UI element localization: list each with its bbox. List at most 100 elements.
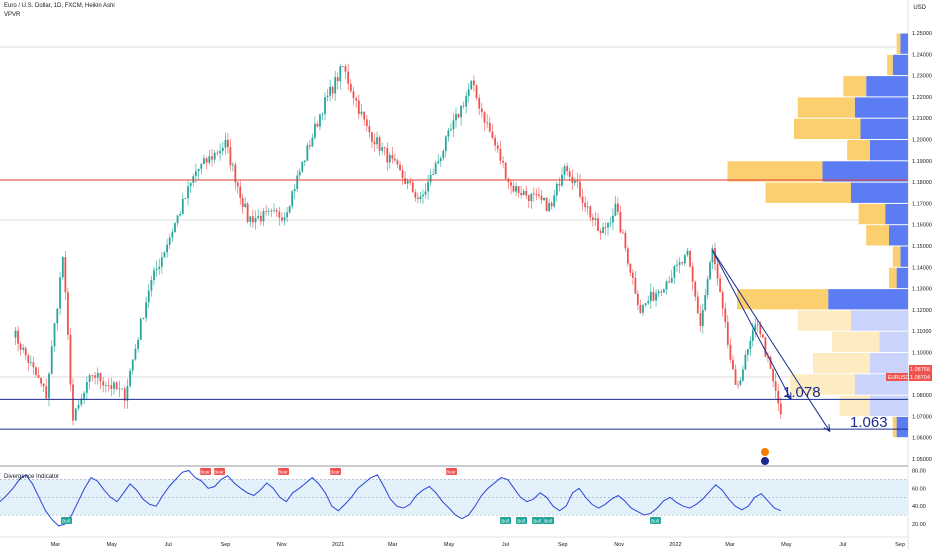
volume-bar-up <box>851 310 908 331</box>
candle-body <box>668 281 671 283</box>
candle <box>365 115 368 132</box>
volume-bar-up <box>822 161 908 182</box>
candle-body <box>329 86 332 96</box>
candle <box>409 177 412 186</box>
candle <box>657 289 660 297</box>
candle <box>774 373 777 399</box>
candle <box>491 123 494 140</box>
candle-body <box>134 348 137 360</box>
candle <box>174 222 176 233</box>
candle <box>737 380 739 390</box>
candle-body <box>711 248 714 263</box>
price-tick-label: 1.05000 <box>912 457 932 463</box>
candle-body <box>649 291 652 302</box>
candle <box>563 163 566 180</box>
candle <box>411 180 414 193</box>
candle <box>581 188 584 211</box>
candle <box>681 261 684 266</box>
candle <box>701 303 704 334</box>
candle-body <box>288 206 291 213</box>
volume-bar-down <box>843 76 867 97</box>
candle-body <box>716 264 719 279</box>
candle <box>211 148 213 167</box>
candle <box>515 182 517 196</box>
candle <box>381 142 384 155</box>
candle-body <box>166 244 168 253</box>
candle <box>754 318 757 338</box>
candle-body <box>296 175 299 190</box>
candle <box>303 160 306 167</box>
oscillator-line <box>0 469 781 527</box>
candle-body <box>94 375 96 378</box>
candle-body <box>381 147 384 151</box>
candle <box>113 380 115 395</box>
candle-body <box>427 182 429 192</box>
candle <box>709 259 711 281</box>
candle <box>324 92 326 121</box>
candle <box>457 113 460 119</box>
candle <box>439 156 442 167</box>
candle-body <box>586 206 589 208</box>
candle <box>281 212 283 224</box>
price-tick-label: 1.08000 <box>912 393 932 399</box>
candle <box>288 204 291 215</box>
candle <box>306 142 309 162</box>
candle <box>764 336 767 358</box>
candle-body <box>59 277 61 309</box>
candle-body <box>761 334 764 338</box>
current-price-tag <box>909 365 932 373</box>
price-tick-label: 1.07000 <box>912 414 932 420</box>
candle-body <box>213 152 216 160</box>
candle-body <box>457 113 460 118</box>
candle-body <box>388 154 391 163</box>
volume-bar-down <box>797 310 851 331</box>
candle-body <box>69 334 72 385</box>
candle <box>197 168 200 180</box>
candle <box>499 140 502 165</box>
candle <box>706 275 709 299</box>
candle-body <box>522 190 525 196</box>
bear-divergence-badge <box>446 468 457 475</box>
candle <box>624 230 627 252</box>
candle-body <box>475 85 478 98</box>
volume-bar-down <box>866 225 889 246</box>
candle-body <box>734 369 737 385</box>
event-markers[interactable] <box>761 448 769 465</box>
candle <box>216 150 219 156</box>
candle <box>301 160 304 173</box>
candle <box>756 321 759 333</box>
candle-body <box>171 232 174 238</box>
candle <box>64 250 67 301</box>
candle <box>205 156 208 170</box>
candle <box>676 259 678 272</box>
candle <box>131 359 134 375</box>
candle <box>371 131 373 148</box>
candle <box>462 101 465 109</box>
candle <box>455 107 457 129</box>
candle-body <box>283 217 286 221</box>
candle-body <box>321 113 324 115</box>
candle-body <box>566 166 569 172</box>
candle <box>99 372 102 390</box>
candle-body <box>303 160 306 162</box>
candle <box>609 216 612 228</box>
candle <box>314 116 316 140</box>
bull-divergence-label: Bull <box>651 519 659 524</box>
bull-divergence-badge <box>61 517 72 524</box>
candle-body <box>118 388 121 390</box>
candle-body <box>769 356 772 369</box>
candle-body <box>176 215 179 224</box>
volume-bar-up <box>870 140 908 161</box>
event-marker-icon[interactable] <box>761 448 769 456</box>
candle-body <box>478 97 481 109</box>
candle <box>434 160 437 175</box>
candle <box>512 181 515 193</box>
event-marker-icon[interactable] <box>761 457 769 465</box>
candle-body <box>729 344 732 360</box>
candle <box>61 255 64 281</box>
candle-body <box>543 197 545 201</box>
candle <box>721 289 724 317</box>
candle <box>80 393 83 408</box>
